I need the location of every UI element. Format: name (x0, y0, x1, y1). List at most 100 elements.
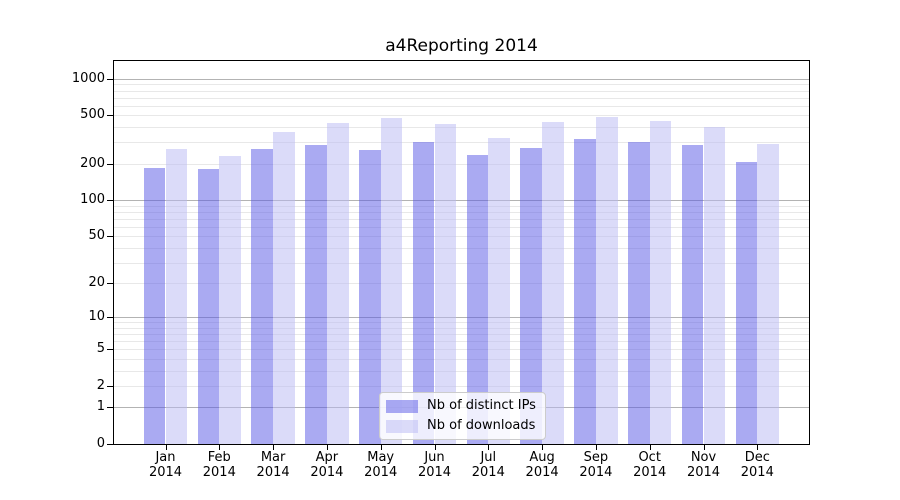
y-tick-label: 10 (88, 309, 105, 325)
x-tick-month: Dec (744, 450, 770, 465)
bar-downloads (649, 121, 672, 444)
bar-downloads (542, 121, 564, 444)
y-minor-gridline (114, 211, 809, 213)
x-tick-month: Apr (315, 450, 339, 465)
legend-row: Nb of distinct IPs (386, 398, 536, 414)
y-tick-mark (107, 407, 113, 409)
x-tick-month: Jul (480, 450, 497, 465)
bar-downloads (488, 138, 511, 444)
y-tick-mark (107, 236, 113, 238)
plot-area (113, 60, 810, 445)
bar-distinct-ips (143, 167, 166, 444)
x-tick-month: Nov (690, 450, 717, 465)
legend: Nb of distinct IPs Nb of downloads (379, 392, 546, 440)
x-tick-mark (326, 445, 328, 450)
x-tick-label: Aug 2014 (514, 450, 570, 480)
legend-swatch-distinct-ips (386, 399, 418, 413)
bar-distinct-ips (305, 145, 327, 444)
x-tick-mark (219, 445, 221, 450)
y-tick-label: 0 (96, 436, 105, 451)
y-major-gridline (114, 317, 809, 319)
x-tick-year: 2014 (202, 465, 236, 480)
y-minor-gridline (114, 90, 809, 92)
bar-distinct-ips (412, 142, 435, 444)
x-tick-label: Oct 2014 (622, 450, 678, 480)
x-tick-label: Jun 2014 (407, 450, 463, 480)
y-minor-gridline (114, 105, 809, 107)
bar-distinct-ips (681, 145, 704, 444)
legend-label-downloads: Nb of downloads (427, 418, 536, 433)
x-tick-year: 2014 (633, 465, 667, 480)
x-tick-month: Jan (155, 450, 176, 465)
y-tick-mark (107, 200, 113, 202)
x-tick-label: Jul 2014 (460, 450, 516, 480)
x-tick-month: May (367, 450, 395, 465)
x-tick-mark (488, 445, 490, 450)
bar-distinct-ips (197, 169, 220, 444)
bar-distinct-ips (251, 148, 274, 444)
x-tick-month: Jun (424, 450, 445, 465)
x-tick-mark (703, 445, 705, 450)
x-tick-year: 2014 (256, 465, 290, 480)
x-tick-year: 2014 (740, 465, 774, 480)
legend-swatch-downloads (386, 419, 418, 433)
y-tick-label: 5 (96, 341, 105, 357)
y-tick-label: 20 (88, 275, 105, 291)
x-tick-year: 2014 (310, 465, 344, 480)
x-tick-month: Mar (260, 450, 286, 465)
y-minor-gridline (114, 127, 809, 129)
y-minor-gridline (114, 97, 809, 99)
y-tick-mark (107, 78, 113, 80)
y-minor-gridline (114, 327, 809, 329)
x-tick-year: 2014 (417, 465, 452, 480)
y-minor-gridline (114, 142, 809, 144)
x-tick-mark (273, 445, 275, 450)
y-minor-gridline (114, 247, 809, 249)
y-tick-mark (107, 349, 113, 351)
y-tick-mark (107, 283, 113, 285)
x-tick-label: Sep 2014 (568, 450, 624, 480)
y-minor-gridline (114, 334, 809, 336)
x-tick-mark (757, 445, 759, 450)
x-tick-mark (649, 445, 651, 450)
x-tick-month: Feb (207, 450, 231, 465)
x-tick-label: Nov 2014 (676, 450, 732, 480)
x-tick-year: 2014 (579, 465, 613, 480)
y-minor-gridline (114, 262, 809, 264)
x-tick-month: Sep (583, 450, 609, 465)
bar-distinct-ips (574, 139, 596, 444)
y-tick-label: 100 (80, 192, 105, 208)
bar-distinct-ips (520, 147, 543, 444)
x-tick-mark (434, 445, 436, 450)
legend-row: Nb of downloads (386, 418, 536, 434)
x-tick-label: Jan 2014 (138, 450, 194, 480)
x-tick-year: 2014 (686, 465, 721, 480)
y-minor-gridline (114, 322, 809, 324)
y-tick-mark (107, 444, 113, 445)
x-tick-label: Feb 2014 (191, 450, 247, 480)
y-major-gridline (114, 200, 809, 202)
bar-downloads (703, 127, 726, 444)
bar-downloads (326, 122, 349, 444)
bar-downloads (219, 156, 242, 444)
y-minor-gridline (114, 115, 809, 117)
y-minor-gridline (114, 358, 809, 360)
y-minor-gridline (114, 163, 809, 165)
y-minor-gridline (114, 84, 809, 86)
y-major-gridline (114, 78, 809, 80)
y-minor-gridline (114, 385, 809, 387)
x-tick-label: Mar 2014 (245, 450, 301, 480)
y-tick-label: 200 (80, 155, 105, 171)
y-minor-gridline (114, 283, 809, 285)
y-minor-gridline (114, 349, 809, 351)
y-minor-gridline (114, 236, 809, 238)
y-tick-mark (107, 317, 113, 319)
bar-downloads (434, 124, 457, 444)
x-tick-mark (542, 445, 544, 450)
bar-downloads (757, 144, 780, 444)
bar-downloads (380, 117, 403, 444)
x-tick-month: Aug (529, 450, 555, 465)
legend-label-distinct-ips: Nb of distinct IPs (427, 398, 536, 413)
y-tick-label: 2 (96, 377, 105, 393)
